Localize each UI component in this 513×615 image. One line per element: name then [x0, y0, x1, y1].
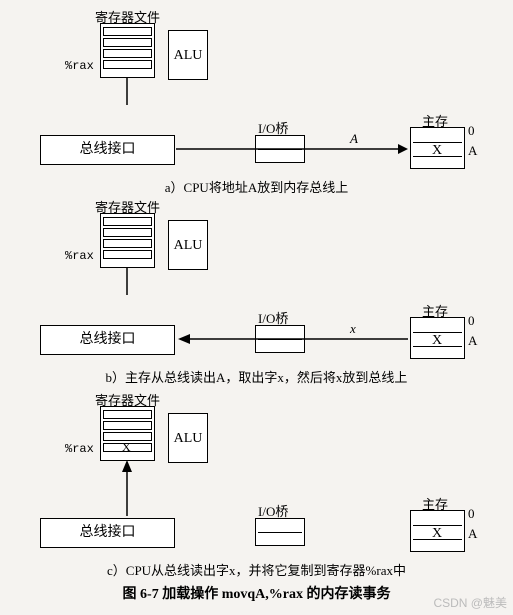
panel-a: 寄存器文件 %rax ALU I/O桥 主存 总线接口 0 X A A a）CP…	[0, 5, 513, 190]
watermark: CSDN @魅美	[433, 594, 507, 611]
arrow-c	[0, 388, 513, 573]
arrow-a-label: A	[350, 131, 358, 147]
arrow-a	[0, 5, 513, 190]
caption-c: c）CPU从总线读出字x，并将它复制到寄存器%rax中	[0, 560, 513, 579]
panel-b: 寄存器文件 %rax ALU I/O桥 主存 总线接口 0 X A x b）主存…	[0, 195, 513, 380]
caption-b: b）主存从总线读出A，取出字x，然后将x放到总线上	[0, 367, 513, 386]
caption-a: a）CPU将地址A放到内存总线上	[0, 177, 513, 196]
arrow-b	[0, 195, 513, 380]
arrow-b-label: x	[350, 321, 356, 337]
panel-c: 寄存器文件 %rax X ALU I/O桥 主存 总线接口 0 X A c）CP…	[0, 388, 513, 573]
